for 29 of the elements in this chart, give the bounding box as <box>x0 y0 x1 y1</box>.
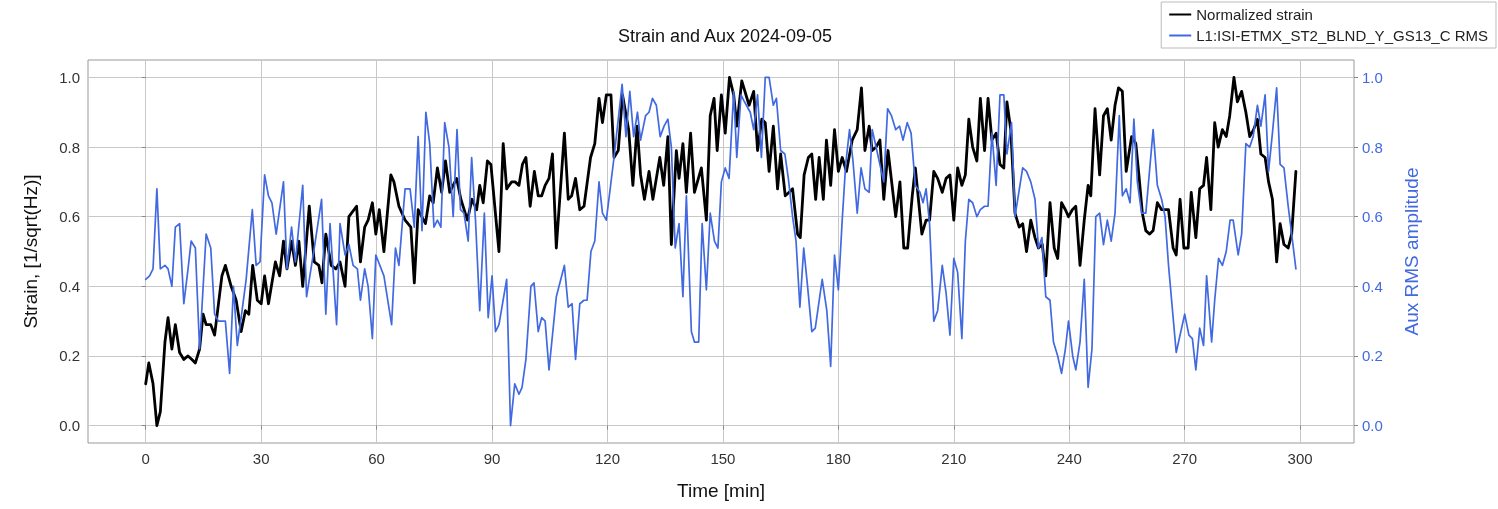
y2-tick-label: 0.8 <box>1362 138 1383 156</box>
x-tick-label: 60 <box>368 450 385 467</box>
y2-tick-label: 0.6 <box>1362 208 1383 226</box>
y-tick-label: 0.8 <box>59 138 80 156</box>
y2-tick-label: 1.0 <box>1362 68 1383 86</box>
y-tick-label: 0.6 <box>59 208 80 226</box>
y-tick-label: 1.0 <box>59 68 80 86</box>
x-tick-label: 180 <box>825 450 851 467</box>
x-tick-label: 150 <box>710 450 736 467</box>
x-tick-label: 120 <box>594 450 620 467</box>
x-tick-label: 240 <box>1056 450 1082 467</box>
x-axis-title: Time [min] <box>677 480 765 501</box>
y2-tick-label: 0.2 <box>1362 347 1383 365</box>
chart-title: Strain and Aux 2024-09-05 <box>617 26 833 46</box>
y-tick-label: 0.0 <box>59 417 80 435</box>
legend-label: Normalized strain <box>1196 6 1313 23</box>
legend-label: L1:ISI-ETMX_ST2_BLND_Y_GS13_C RMS <box>1196 27 1489 44</box>
y2-tick-label: 0.4 <box>1362 277 1383 295</box>
x-tick-label: 90 <box>483 450 501 467</box>
x-tick-label: 0 <box>141 450 150 467</box>
y-tick-label: 0.4 <box>59 277 80 295</box>
y2-axis-title: Aux RMS amplitude <box>1401 167 1422 336</box>
x-tick-label: 270 <box>1172 450 1198 467</box>
y2-tick-label: 0.0 <box>1362 417 1383 435</box>
y-axis-title: Strain, [1/sqrt(Hz)] <box>20 174 41 329</box>
y-tick-label: 0.2 <box>59 347 80 365</box>
x-tick-label: 210 <box>941 450 967 467</box>
x-tick-label: 300 <box>1287 450 1313 467</box>
x-tick-label: 30 <box>252 450 270 467</box>
